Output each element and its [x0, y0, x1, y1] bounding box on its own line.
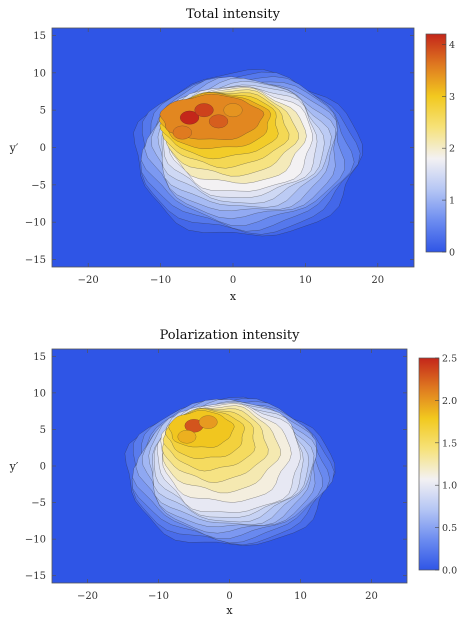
hotspot — [208, 114, 229, 129]
y-tick-label: −10 — [25, 535, 46, 546]
intensity-map — [133, 69, 363, 237]
chart-title: Polarization intensity — [160, 328, 301, 343]
x-tick-label: −20 — [78, 275, 99, 286]
y-axis-label: y′ — [9, 460, 19, 473]
y-tick-label: 15 — [33, 352, 46, 363]
hotspot — [194, 103, 214, 118]
colorbar-tick-label: 0.0 — [442, 566, 457, 577]
colorbar-tick-label: 1.5 — [442, 438, 457, 449]
intensity-map — [124, 396, 336, 546]
colorbar — [418, 357, 440, 571]
hotspot — [177, 429, 197, 444]
y-tick-label: 0 — [40, 143, 46, 154]
x-axis-label: x — [230, 290, 237, 303]
colorbar-tick-label: 2.5 — [442, 354, 457, 365]
hotspot — [223, 103, 243, 118]
y-axis-label: y′ — [9, 142, 19, 155]
hotspot — [179, 110, 200, 125]
x-tick-label: 20 — [365, 591, 378, 602]
y-tick-label: −5 — [31, 498, 46, 509]
colorbar-tick-label: 0 — [449, 248, 455, 259]
colorbar-tick-label: 2 — [449, 144, 455, 155]
x-tick-label: −10 — [150, 275, 171, 286]
x-tick-label: 0 — [230, 275, 236, 286]
x-tick-label: 0 — [226, 591, 232, 602]
colorbar-tick-label: 3 — [449, 92, 455, 103]
y-tick-label: −10 — [25, 218, 46, 229]
y-tick-label: 15 — [33, 31, 46, 42]
y-tick-label: 5 — [40, 425, 46, 436]
x-tick-label: 20 — [371, 275, 384, 286]
x-tick-label: −20 — [77, 591, 98, 602]
y-tick-label: 5 — [40, 106, 46, 117]
x-tick-label: 10 — [299, 275, 312, 286]
x-axis-label: x — [226, 604, 233, 617]
colorbar-tick-label: 0.5 — [442, 523, 457, 534]
colorbar-tick-label: 4 — [449, 40, 455, 51]
y-tick-label: −15 — [25, 255, 46, 266]
hotspot — [172, 125, 192, 140]
y-tick-label: 10 — [33, 68, 46, 79]
x-tick-label: −10 — [148, 591, 169, 602]
polarization-intensity-panel: Polarization intensity −20 −10 0 10 20 15 10 5 0 −… — [9, 328, 457, 617]
hotspot — [198, 415, 218, 429]
colorbar-tick-label: 1.0 — [442, 481, 457, 492]
colorbar — [425, 33, 447, 253]
chart-title: Total intensity — [186, 7, 281, 22]
y-tick-label: 10 — [33, 388, 46, 399]
y-tick-label: 0 — [40, 462, 46, 473]
colorbar-tick-label: 1 — [449, 196, 455, 207]
y-tick-label: −15 — [25, 571, 46, 582]
x-tick-label: 10 — [294, 591, 307, 602]
y-tick-label: −5 — [31, 180, 46, 191]
total-intensity-panel: Total intensity−20 −10 0 10 20151050−5−10−15… — [9, 7, 455, 303]
colorbar-tick-label: 2.0 — [442, 396, 457, 407]
